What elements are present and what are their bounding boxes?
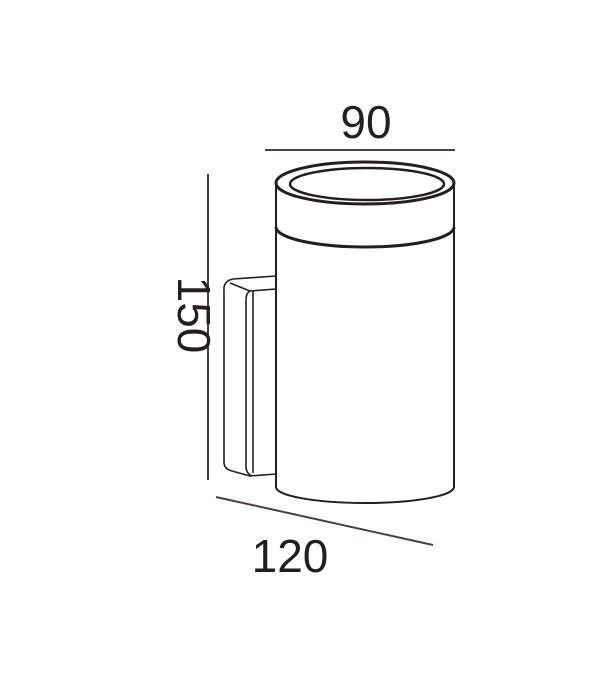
cylinder-band-line <box>274 226 456 249</box>
depth-dimension-line <box>215 496 434 546</box>
cylinder-top-inner <box>288 166 446 202</box>
width-label: 90 <box>340 96 391 148</box>
lamp-cylinder <box>274 160 456 504</box>
wall-bracket <box>223 275 277 477</box>
depth-label: 120 <box>252 530 329 582</box>
height-label: 150 <box>168 277 220 354</box>
